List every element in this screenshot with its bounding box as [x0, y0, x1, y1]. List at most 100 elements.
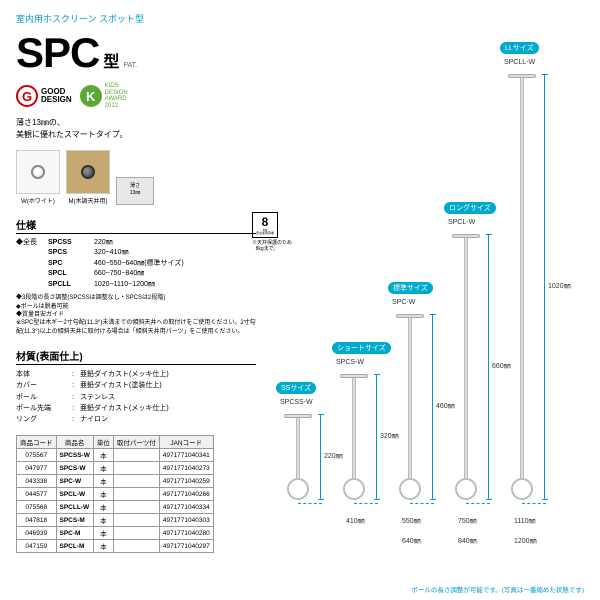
- product-ring: [399, 478, 421, 500]
- bottom-dim-1: 1110㎜: [514, 516, 536, 526]
- ext-arrow: [522, 503, 546, 504]
- product-SPCLL-W: [508, 74, 536, 500]
- spec-code: SPCS: [48, 248, 94, 259]
- swatch-white: W(ホワイト): [16, 150, 60, 205]
- table-row: 075567SPCSS-W本4971771040341: [17, 449, 214, 462]
- dim-text: 1020㎜: [548, 281, 571, 291]
- swatch-wood: M(木調天井用): [66, 150, 110, 205]
- spec-code: SPC: [48, 259, 94, 270]
- swatch-wood-box: [66, 150, 110, 194]
- material-label: リング: [16, 414, 72, 425]
- safety-icon: 8 kg 安全使用荷重: [252, 212, 278, 238]
- swatch-white-box: [16, 150, 60, 194]
- table-row: 046939SPC-M本4971771040280: [17, 527, 214, 540]
- size-code: SPCS-W: [336, 359, 364, 366]
- bottom-dim-1: 410㎜: [346, 516, 365, 526]
- ext-arrow: [410, 503, 434, 504]
- product-pole: [296, 418, 300, 478]
- size-code: SPCL-W: [448, 219, 475, 226]
- dim-line: [544, 74, 545, 500]
- bottom-dim-2: 840㎜: [458, 536, 477, 546]
- size-label: SSサイズ: [276, 382, 316, 394]
- bottom-dim-2: 1200㎜: [514, 536, 537, 546]
- material-value: ナイロン: [80, 414, 108, 425]
- dim-line: [320, 414, 321, 500]
- safety-sub: 安全使用荷重: [256, 232, 274, 235]
- material-value: 亜鉛ダイカスト(メッキ仕上): [80, 369, 169, 380]
- bottom-note: ポールの長さ調整が可能です。(写真は一番縮めた状態です): [411, 584, 584, 594]
- title-suffix: 型: [103, 48, 119, 72]
- title-pat: PAT.: [123, 62, 137, 69]
- spec-code: SPCLL: [48, 280, 94, 291]
- kids-design-badge: K KIDS DESIGN AWARD 2012: [80, 83, 128, 109]
- product-pole: [408, 318, 412, 478]
- spec-notes: ◆3段階の長さ調整(SPCSSは調整なし・SPCSは2段階) ◆ポールは脱着可能…: [16, 294, 256, 336]
- table-row: 075568SPCLL-W本4971771040334: [17, 501, 214, 514]
- product-ring: [287, 478, 309, 500]
- size-label: ショートサイズ: [332, 342, 391, 354]
- size-label: 標準サイズ: [388, 282, 433, 294]
- good-design-icon: G: [16, 85, 38, 107]
- spec-label: ◆全長: [16, 238, 48, 249]
- material-label: ポール: [16, 392, 72, 403]
- product-lineup: SSサイズSPCSS-W220㎜ショートサイズSPCS-W320㎜410㎜標準サ…: [284, 20, 584, 560]
- table-header: JANコード: [159, 436, 213, 449]
- table-row: 047818SPCS-M本4971771040303: [17, 514, 214, 527]
- dim-line: [376, 374, 377, 500]
- spec-label: [16, 259, 48, 270]
- ext-arrow: [298, 503, 322, 504]
- spec-code: SPCSS: [48, 238, 94, 249]
- product-ring: [511, 478, 533, 500]
- safety-load: 8 kg 安全使用荷重 ※天井保護のため 8kgまで。: [252, 212, 282, 252]
- spec-label: [16, 280, 48, 291]
- material-heading: 材質(表面仕上): [16, 348, 256, 365]
- table-header: 商品名: [56, 436, 93, 449]
- size-label: ロングサイズ: [444, 202, 496, 214]
- size-code: SPCLL-W: [504, 59, 535, 66]
- product-pole: [520, 78, 524, 478]
- table-row: 044577SPCL-W本4971771040266: [17, 488, 214, 501]
- spec-heading: 仕様: [16, 217, 256, 234]
- thickness-text: 薄さ 13㎜: [116, 177, 154, 205]
- swatch-white-label: W(ホワイト): [16, 196, 60, 205]
- table-header: 商品コード: [17, 436, 57, 449]
- dim-line: [488, 234, 489, 500]
- material-label: 本体: [16, 369, 72, 380]
- safety-note: ※天井保護のため 8kgまで。: [252, 240, 282, 252]
- product-pole: [352, 378, 356, 478]
- product-ring: [343, 478, 365, 500]
- bottom-dim-2: 640㎜: [402, 536, 421, 546]
- table-row: 047977SPCS-W本4971771040273: [17, 462, 214, 475]
- product-table: 商品コード商品名単位取付パーツ付JANコード075567SPCSS-W本4971…: [16, 435, 214, 553]
- spec-label: [16, 269, 48, 280]
- table-header: 単位: [93, 436, 113, 449]
- product-SPCSS-W: [284, 414, 312, 500]
- table-row: 047159SPCL-M本4971771040297: [17, 540, 214, 553]
- ext-arrow: [466, 503, 490, 504]
- table-header: 取付パーツ付: [113, 436, 159, 449]
- table-row: 043338SPC-W本4971771040259: [17, 475, 214, 488]
- thickness-badge: 薄さ 13㎜: [116, 177, 154, 205]
- catalog-page: 室内用ホスクリーン スポット型 SPC 型 PAT. G GOOD DESIGN…: [0, 0, 600, 600]
- size-code: SPC-W: [392, 299, 415, 306]
- spec-code: SPCL: [48, 269, 94, 280]
- kids-design-text: KIDS DESIGN AWARD 2012: [105, 83, 128, 109]
- ext-arrow: [354, 503, 378, 504]
- material-label: カバー: [16, 380, 72, 391]
- good-design-text: GOOD DESIGN: [41, 88, 72, 104]
- product-pole: [464, 238, 468, 478]
- title-main: SPC: [16, 29, 99, 77]
- product-SPC-W: [396, 314, 424, 500]
- material-value: 亜鉛ダイカスト(塗装仕上): [80, 380, 162, 391]
- material-value: ステンレス: [80, 392, 115, 403]
- size-code: SPCSS-W: [280, 399, 313, 406]
- product-ring: [455, 478, 477, 500]
- product-SPCL-W: [452, 234, 480, 500]
- good-design-badge: G GOOD DESIGN: [16, 85, 72, 107]
- bottom-dim-1: 550㎜: [402, 516, 421, 526]
- safety-num: 8: [262, 216, 269, 228]
- bottom-dim-1: 750㎜: [458, 516, 477, 526]
- material-value: 亜鉛ダイカスト(メッキ仕上): [80, 403, 169, 414]
- material-label: ポール先端: [16, 403, 72, 414]
- size-label: LLサイズ: [500, 42, 539, 54]
